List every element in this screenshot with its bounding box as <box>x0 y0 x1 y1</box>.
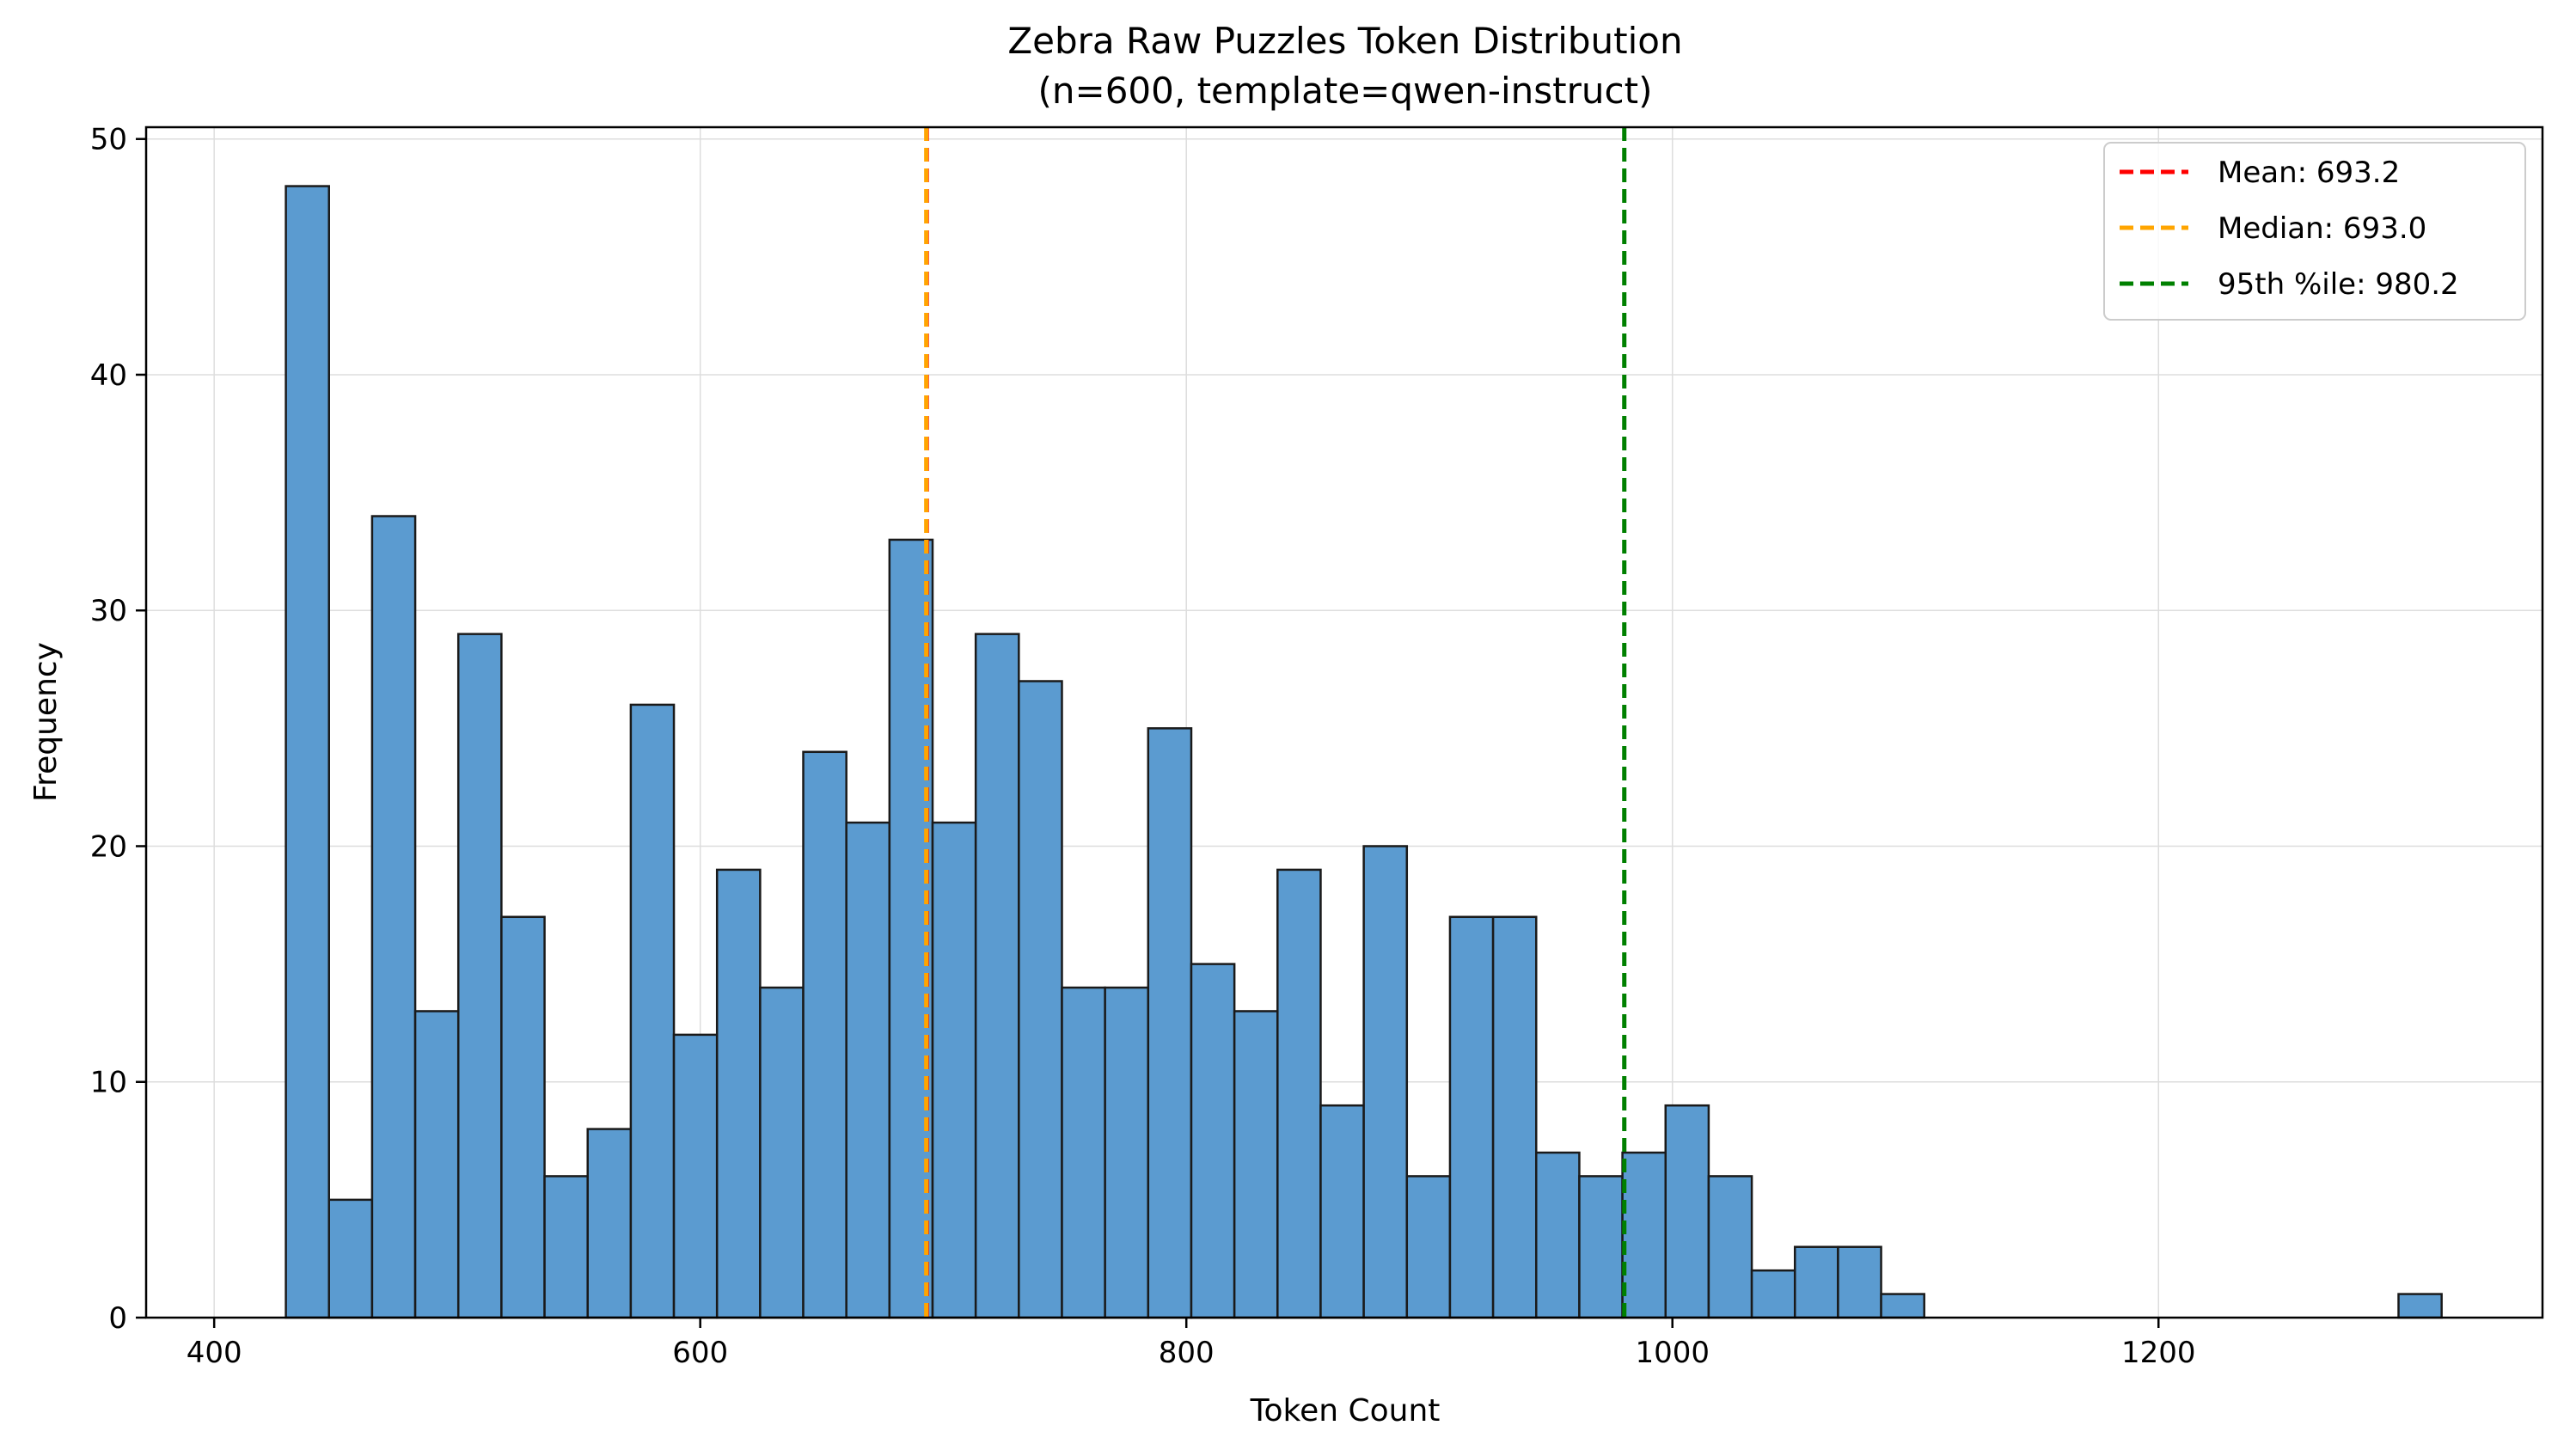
y-axis-label: Frequency <box>28 642 64 802</box>
y-tick-label: 50 <box>90 123 127 157</box>
y-tick-label: 0 <box>108 1301 127 1336</box>
y-tick-label: 10 <box>90 1066 127 1100</box>
histogram-bar <box>1535 1151 1581 1319</box>
histogram-bar <box>1707 1175 1753 1319</box>
x-tick-label: 1000 <box>1635 1336 1710 1370</box>
histogram-bar <box>1362 845 1409 1319</box>
legend-box <box>2103 142 2526 321</box>
reference-lines <box>924 127 1627 1318</box>
histogram-bar <box>1018 680 1063 1319</box>
histogram-bar <box>629 703 676 1319</box>
legend-label-2: 95th %ile: 980.2 <box>2218 267 2459 302</box>
histogram-bar <box>1233 1010 1279 1319</box>
x-axis-label: Token Count <box>1250 1393 1441 1428</box>
histogram-bar <box>974 633 1020 1319</box>
histogram-bar <box>327 1198 374 1319</box>
histogram-bar <box>845 821 891 1319</box>
histogram-bar <box>1276 868 1322 1319</box>
histogram-bar <box>1491 915 1538 1319</box>
chart-subtitle: (n=600, template=qwen-instruct) <box>1038 70 1653 112</box>
histogram-bar <box>1880 1293 1925 1319</box>
x-tick-label: 800 <box>1159 1336 1215 1370</box>
x-tick-label: 1200 <box>2121 1336 2196 1370</box>
histogram-bar <box>370 515 417 1319</box>
histogram-bar <box>1147 727 1193 1319</box>
histogram-bar <box>1621 1151 1667 1319</box>
histogram-bar <box>543 1175 589 1319</box>
legend-label-1: Median: 693.0 <box>2218 211 2426 246</box>
histogram-bar <box>1837 1245 1882 1319</box>
chart-title: Zebra Raw Puzzles Token Distribution <box>1007 20 1682 62</box>
histogram-bar <box>2397 1293 2443 1319</box>
histogram-bar <box>456 633 503 1319</box>
histogram-bar <box>1664 1104 1710 1319</box>
legend-label-0: Mean: 693.2 <box>2218 156 2400 190</box>
histogram-bar <box>1104 986 1150 1319</box>
histogram-bar <box>1190 963 1236 1319</box>
histogram-bar <box>672 1033 719 1319</box>
histogram-bar <box>802 750 847 1319</box>
x-tick-label: 400 <box>187 1336 242 1370</box>
histogram-bar <box>715 868 762 1319</box>
histogram-bar <box>586 1128 633 1319</box>
plot-frame <box>144 125 2544 1319</box>
y-tick-label: 20 <box>90 829 127 864</box>
histogram-bar <box>1448 915 1495 1319</box>
histogram-bar <box>1578 1175 1624 1319</box>
histogram-bar <box>1319 1104 1365 1319</box>
x-tick-label: 600 <box>672 1336 728 1370</box>
histogram-bars <box>285 185 2443 1319</box>
histogram-bar <box>1405 1175 1452 1319</box>
histogram-bar <box>931 821 977 1319</box>
histogram-bar <box>500 915 546 1319</box>
y-tick-label: 40 <box>90 358 127 393</box>
grid-lines <box>146 127 2542 1318</box>
histogram-bar <box>1793 1245 1839 1319</box>
histogram-bar <box>1061 986 1106 1319</box>
legend: Mean: 693.2 Median: 693.0 95th %ile: 980.2 <box>2103 142 2526 321</box>
histogram-bar <box>285 185 330 1319</box>
x-axis-ticks: 400 600 800 1000 1200 <box>187 1318 2196 1370</box>
histogram-bar <box>759 986 805 1319</box>
y-tick-label: 30 <box>90 594 127 628</box>
histogram-bar <box>413 1010 460 1319</box>
y-axis-ticks: 0 10 20 30 40 50 <box>90 123 146 1336</box>
histogram-bar <box>1750 1269 1796 1319</box>
